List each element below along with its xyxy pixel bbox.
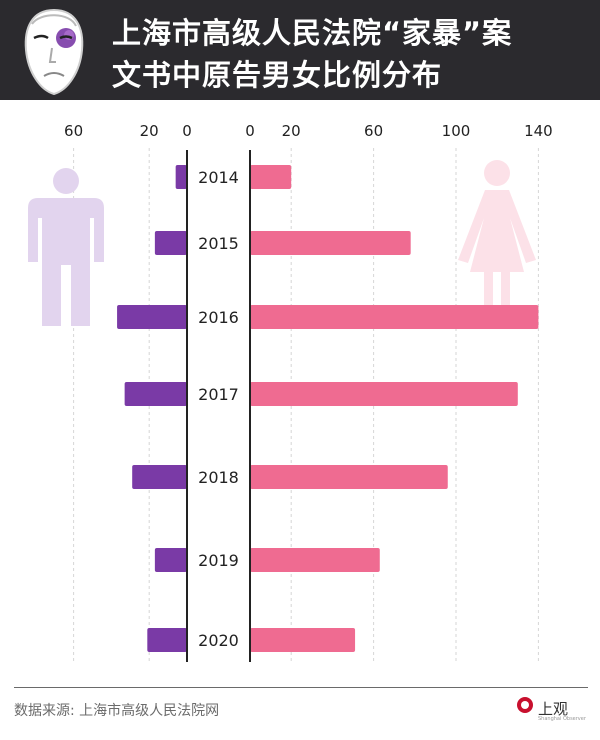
female-bar bbox=[250, 548, 380, 572]
male-bar bbox=[147, 628, 187, 652]
right-tick-label: 100 bbox=[442, 122, 471, 140]
logo-icon bbox=[517, 697, 533, 713]
right-tick-label: 20 bbox=[282, 122, 301, 140]
logo-subtext: Shanghai Observer bbox=[538, 716, 586, 722]
female-figure-icon bbox=[458, 160, 536, 305]
data-source: 数据来源: 上海市高级人民法院网 bbox=[14, 703, 220, 719]
right-tick-label: 140 bbox=[524, 122, 553, 140]
female-bar bbox=[250, 165, 292, 189]
year-label: 2014 bbox=[198, 168, 239, 187]
male-bar bbox=[154, 548, 187, 572]
year-label: 2018 bbox=[198, 468, 239, 487]
female-bar bbox=[250, 628, 356, 652]
footer-divider bbox=[14, 687, 588, 688]
right-tick-label: 0 bbox=[245, 122, 255, 140]
male-bar bbox=[117, 305, 187, 329]
title-line-2: 文书中原告男女比例分布 bbox=[112, 58, 443, 92]
bruised-face-icon bbox=[24, 8, 84, 96]
female-bar bbox=[250, 305, 539, 329]
female-bar bbox=[250, 382, 518, 406]
axis-ticks: 60 20 0 0 20 60 100 140 bbox=[64, 122, 553, 140]
year-label: 2020 bbox=[198, 631, 239, 650]
male-bar bbox=[154, 231, 187, 255]
bar-chart: 2014 2015 2016 2017 2018 2019 2020 60 20 0 0 20 60 1… bbox=[28, 122, 553, 662]
title-line-1: 上海市高级人民法院“家暴”案 bbox=[112, 16, 513, 50]
year-label: 2017 bbox=[198, 385, 239, 404]
female-bar bbox=[250, 465, 448, 489]
year-label: 2019 bbox=[198, 551, 239, 570]
left-tick-label: 20 bbox=[140, 122, 159, 140]
male-bar bbox=[175, 165, 187, 189]
year-label: 2015 bbox=[198, 234, 239, 253]
year-label: 2016 bbox=[198, 308, 239, 327]
logo-text: 上观 bbox=[538, 700, 569, 718]
male-bar bbox=[124, 382, 187, 406]
bars bbox=[117, 165, 539, 652]
header-banner: 上海市高级人民法院“家暴”案 文书中原告男女比例分布 bbox=[0, 0, 600, 100]
left-tick-label: 0 bbox=[182, 122, 192, 140]
right-tick-label: 60 bbox=[364, 122, 383, 140]
female-bar bbox=[250, 231, 411, 255]
year-labels: 2014 2015 2016 2017 2018 2019 2020 bbox=[198, 168, 239, 650]
left-tick-label: 60 bbox=[64, 122, 83, 140]
male-figure-icon bbox=[28, 168, 104, 326]
male-bar bbox=[132, 465, 187, 489]
